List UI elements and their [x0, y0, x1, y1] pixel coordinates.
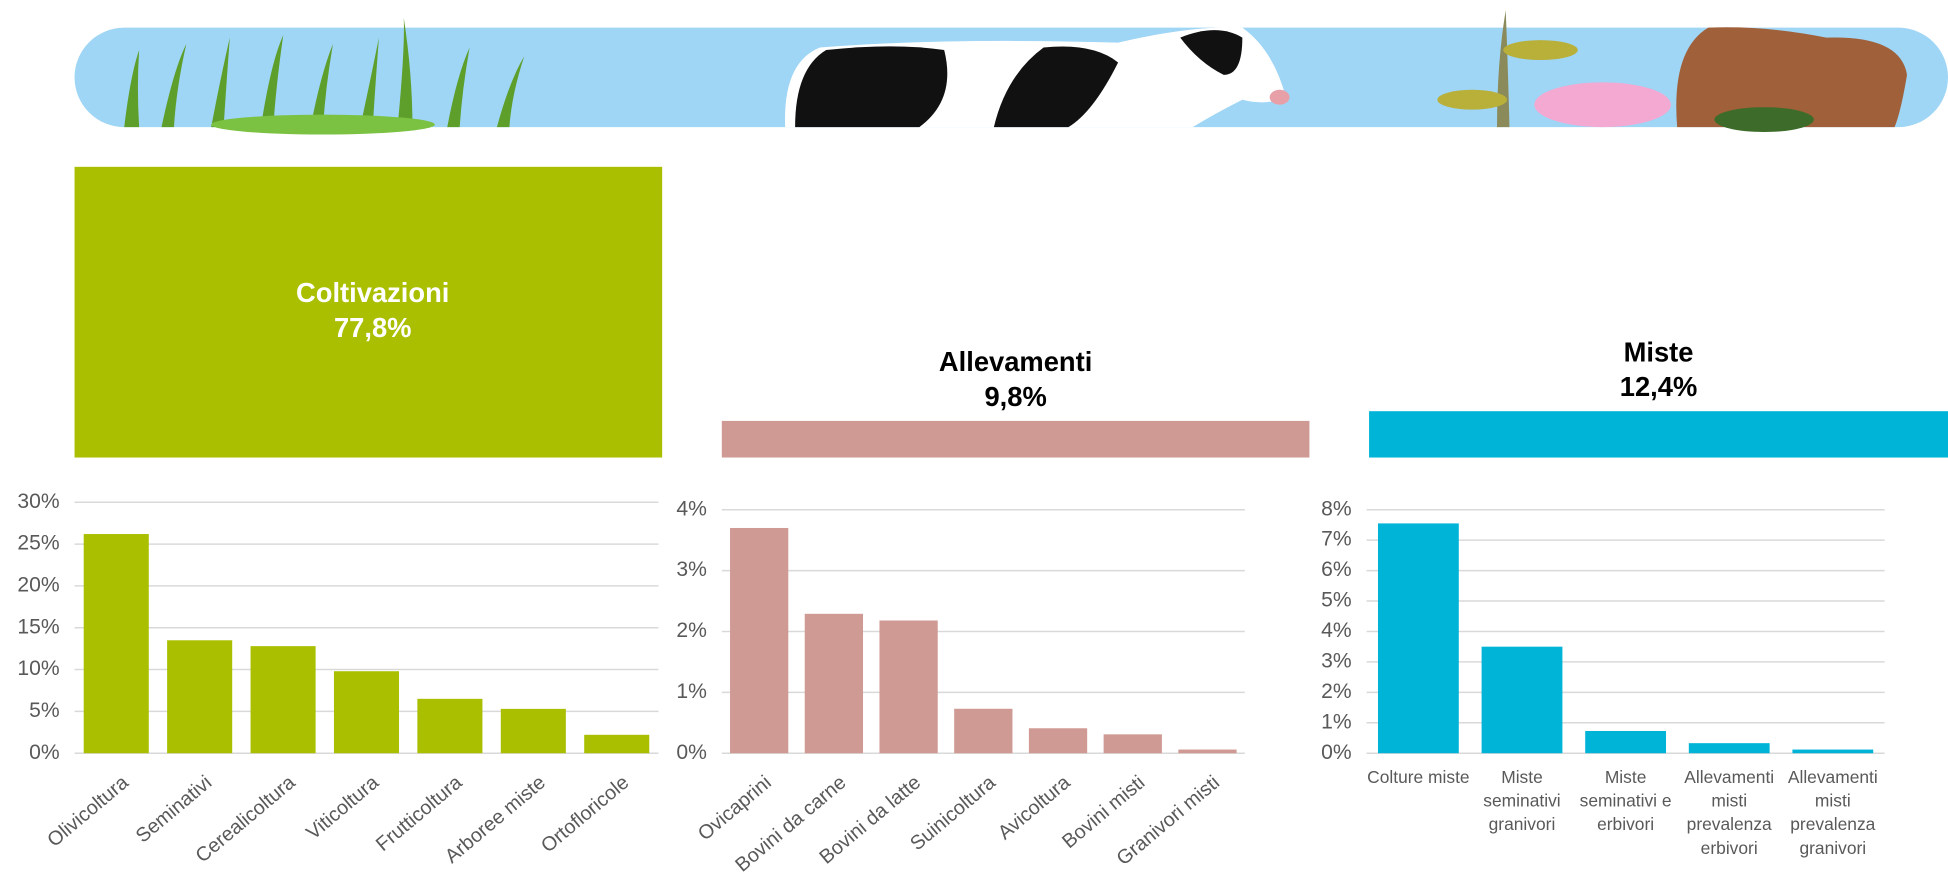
y-tick-label: 2%: [676, 619, 707, 642]
y-tick-label: 3%: [1321, 649, 1352, 672]
y-tick-label: 20%: [17, 573, 59, 596]
x-tick-label: Miste seminativi e erbivori: [1579, 766, 1672, 834]
bar: [1103, 734, 1162, 754]
banner: [74, 10, 1948, 135]
y-tick-label: 2%: [1321, 680, 1352, 703]
y-tick-label: 6%: [1321, 558, 1352, 581]
bar: [954, 708, 1013, 754]
y-tick-label: 15%: [17, 615, 59, 638]
x-tick-label: Allevamenti misti prevalenza erbivori: [1684, 766, 1775, 858]
x-tick-label: Olivicoltura: [43, 771, 133, 852]
bar: [167, 640, 233, 754]
y-tick-label: 4%: [1321, 619, 1352, 642]
y-tick-label: 0%: [29, 741, 60, 764]
y-tick-label: 5%: [1321, 589, 1352, 612]
y-tick-label: 25%: [17, 532, 59, 555]
y-tick-label: 10%: [17, 657, 59, 680]
block-value-label: 12,4%: [1620, 371, 1698, 402]
x-tick-label-box: Allevamenti misti prevalenza granivori: [1787, 766, 1878, 858]
block-label: Allevamenti: [939, 346, 1092, 377]
block-bar: [721, 420, 1310, 458]
block-label: Coltivazioni: [296, 277, 449, 308]
bar: [1028, 728, 1088, 754]
x-tick-label: Miste seminativi granivori: [1483, 766, 1561, 834]
y-tick-label: 0%: [676, 741, 707, 764]
bar: [333, 671, 400, 754]
y-tick-label: 5%: [29, 699, 60, 722]
bar: [1585, 730, 1667, 754]
bar: [1688, 743, 1770, 754]
x-tick-label: Allevamenti misti prevalenza granivori: [1787, 766, 1878, 858]
y-tick-label: 30%: [17, 490, 59, 513]
x-tick-label: Viticoltura: [302, 771, 383, 844]
x-tick-label-box: Allevamenti misti prevalenza erbivori: [1684, 766, 1775, 858]
block-value-label: 77,8%: [334, 312, 412, 343]
bar: [1178, 749, 1237, 754]
y-tick-label: 8%: [1321, 497, 1352, 520]
y-tick-label: 1%: [1321, 710, 1352, 733]
x-tick-label-box: Miste seminativi granivori: [1483, 766, 1561, 834]
x-tick-label: Seminativi: [132, 772, 216, 848]
x-tick-label: Ortofloricole: [537, 772, 633, 858]
bar: [250, 646, 316, 754]
block-bar: [74, 166, 663, 458]
y-tick-label: 0%: [1321, 741, 1352, 764]
block-bar: [1369, 411, 1948, 458]
x-tick-label: Colture miste: [1367, 766, 1470, 787]
y-tick-label: 3%: [676, 558, 707, 581]
y-tick-label: 7%: [1321, 528, 1352, 551]
y-tick-label: 1%: [676, 680, 707, 703]
bar: [804, 613, 864, 754]
bar: [417, 698, 483, 754]
x-tick-label-box: Colture miste: [1367, 766, 1470, 787]
x-tick-label-box: Miste seminativi e erbivori: [1579, 766, 1672, 834]
bar: [1481, 646, 1563, 754]
bar: [1377, 523, 1459, 754]
bar: [730, 527, 789, 754]
bar: [584, 734, 650, 754]
bar: [83, 534, 149, 754]
bar: [500, 708, 566, 754]
bar: [1792, 749, 1874, 754]
y-tick-label: 4%: [676, 497, 707, 520]
block-label: Miste: [1624, 336, 1694, 367]
block-value-label: 9,8%: [984, 381, 1046, 412]
bar: [879, 620, 938, 754]
